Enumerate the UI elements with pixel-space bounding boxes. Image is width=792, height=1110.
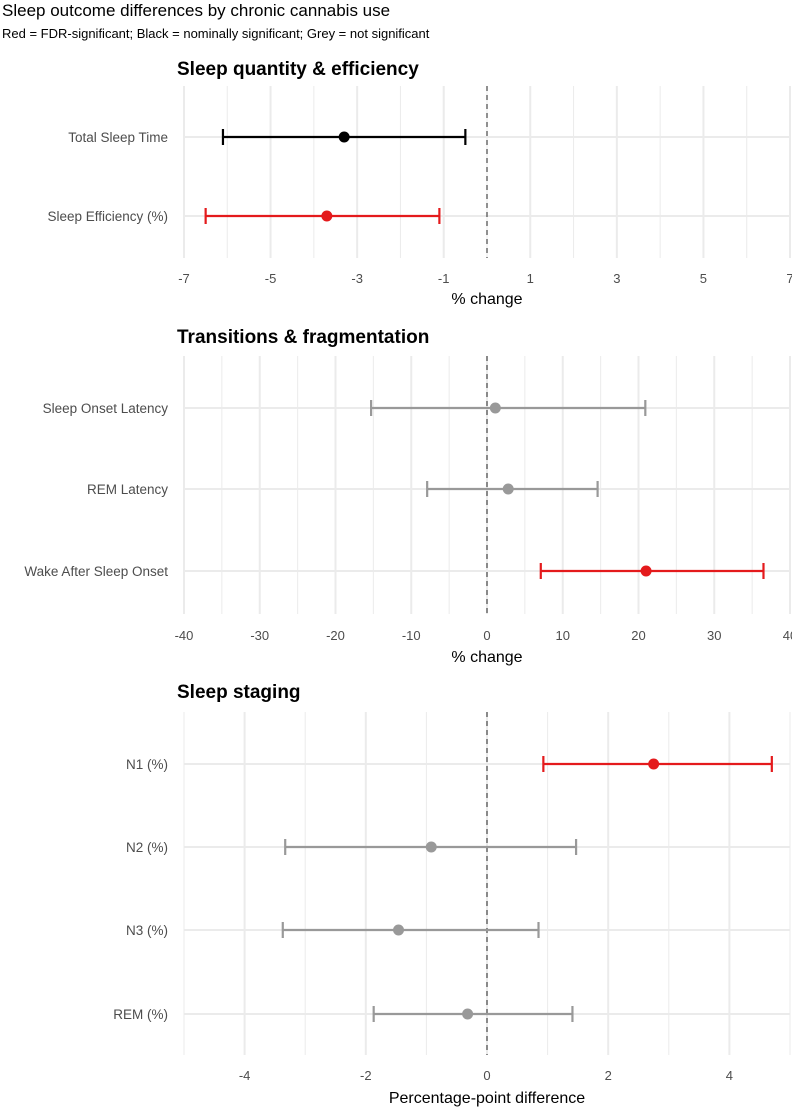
x-tick-label: -3 <box>351 271 363 286</box>
x-tick-label: -10 <box>402 628 421 643</box>
x-tick-label: -40 <box>175 628 194 643</box>
category-label: Sleep Efficiency (%) <box>47 209 168 224</box>
x-tick-label: -4 <box>239 1068 251 1083</box>
panel-3: Sleep staging N1 (%) N2 (%) N3 (%) REM (%) -4… <box>113 682 791 1107</box>
panel-1: Sleep quantity & efficiency Total Sleep T… <box>47 59 792 308</box>
point-estimate <box>648 758 660 770</box>
point-estimate <box>425 841 437 853</box>
figure-subtitle: Red = FDR-significant; Black = nominally… <box>2 26 430 41</box>
point-estimate <box>393 924 405 936</box>
x-tick-label: 40 <box>783 628 792 643</box>
panel-2: Transitions & fragmentation Sleep Onset L… <box>24 327 792 666</box>
x-tick-label: -30 <box>250 628 269 643</box>
x-tick-label: -7 <box>178 271 190 286</box>
x-tick-label: -5 <box>265 271 277 286</box>
category-label: N3 (%) <box>126 923 168 938</box>
category-label: Wake After Sleep Onset <box>24 564 168 579</box>
category-label: Total Sleep Time <box>68 130 168 145</box>
point-estimate <box>640 565 652 577</box>
x-tick-label: 4 <box>726 1068 733 1083</box>
category-label: Sleep Onset Latency <box>43 401 169 416</box>
x-tick-label: 1 <box>527 271 534 286</box>
x-tick-label: 0 <box>483 628 490 643</box>
x-tick-label: -20 <box>326 628 345 643</box>
figure-title: Sleep outcome differences by chronic can… <box>2 1 390 20</box>
x-tick-label: 2 <box>605 1068 612 1083</box>
category-label: N2 (%) <box>126 840 168 855</box>
x-tick-label: 5 <box>700 271 707 286</box>
category-label: REM (%) <box>113 1007 168 1022</box>
point-estimate <box>502 483 514 495</box>
x-axis-title: Percentage-point difference <box>389 1090 585 1107</box>
panels: Sleep quantity & efficiency Total Sleep T… <box>24 59 792 1107</box>
x-tick-label: 0 <box>483 1068 490 1083</box>
panel-title: Sleep staging <box>177 682 301 703</box>
x-tick-label: 7 <box>786 271 792 286</box>
category-label: REM Latency <box>87 482 168 497</box>
panel-title: Sleep quantity & efficiency <box>177 59 419 80</box>
point-estimate <box>489 402 501 414</box>
x-tick-label: 3 <box>613 271 620 286</box>
category-label: N1 (%) <box>126 757 168 772</box>
point-estimate <box>321 210 333 222</box>
x-tick-label: 30 <box>707 628 721 643</box>
panel-title: Transitions & fragmentation <box>177 327 429 348</box>
point-estimate <box>462 1008 474 1020</box>
x-axis-title: % change <box>451 291 522 308</box>
x-axis-title: % change <box>451 649 522 666</box>
x-tick-label: 10 <box>556 628 570 643</box>
x-tick-label: -1 <box>438 271 450 286</box>
x-tick-label: 20 <box>631 628 645 643</box>
point-estimate <box>338 131 350 143</box>
x-tick-label: -2 <box>360 1068 372 1083</box>
